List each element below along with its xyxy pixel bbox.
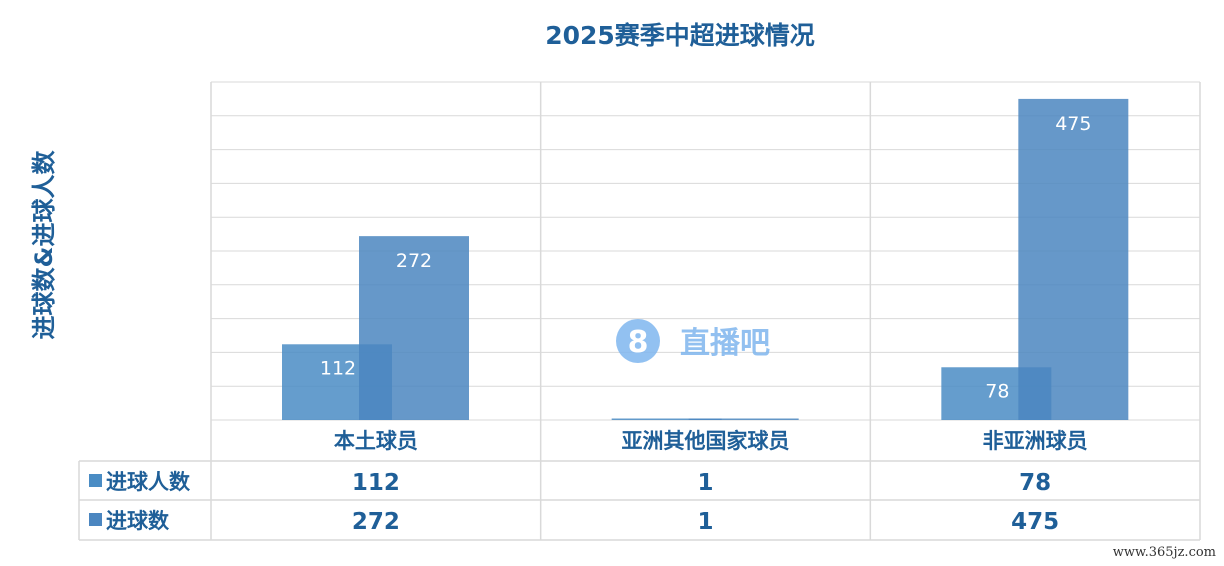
legend-swatch — [89, 474, 102, 487]
table-value: 475 — [1011, 509, 1059, 535]
table-value: 1 — [697, 509, 713, 535]
bar-1-0 — [359, 236, 469, 420]
category-label: 亚洲其他国家球员 — [622, 429, 790, 453]
logo-digit: 8 — [628, 325, 649, 360]
table-value: 112 — [352, 470, 400, 496]
data-label: 272 — [396, 250, 432, 272]
bar-1-2 — [1018, 98, 1129, 421]
logo-text: 直播吧 — [680, 326, 770, 361]
table-value: 272 — [352, 509, 400, 535]
data-label: 78 — [985, 380, 1009, 402]
data-label: 475 — [1055, 113, 1091, 135]
y-axis-label: 进球数&进球人数 — [30, 150, 58, 340]
site-watermark: www.365jz.com — [1112, 545, 1216, 560]
category-label: 本土球员 — [334, 429, 418, 453]
table-value: 1 — [697, 470, 713, 496]
table-value: 78 — [1019, 470, 1051, 496]
data-label: 112 — [320, 357, 356, 379]
chart-title: 2025赛季中超进球情况 — [545, 21, 815, 50]
legend-label: 进球数 — [106, 509, 170, 533]
bar-1-1 — [688, 418, 799, 420]
category-label: 非亚洲球员 — [983, 429, 1088, 453]
logo-circle-icon — [616, 319, 660, 363]
legend-label: 进球人数 — [106, 470, 191, 494]
legend-swatch — [89, 513, 102, 526]
bar-0-1 — [611, 418, 722, 420]
